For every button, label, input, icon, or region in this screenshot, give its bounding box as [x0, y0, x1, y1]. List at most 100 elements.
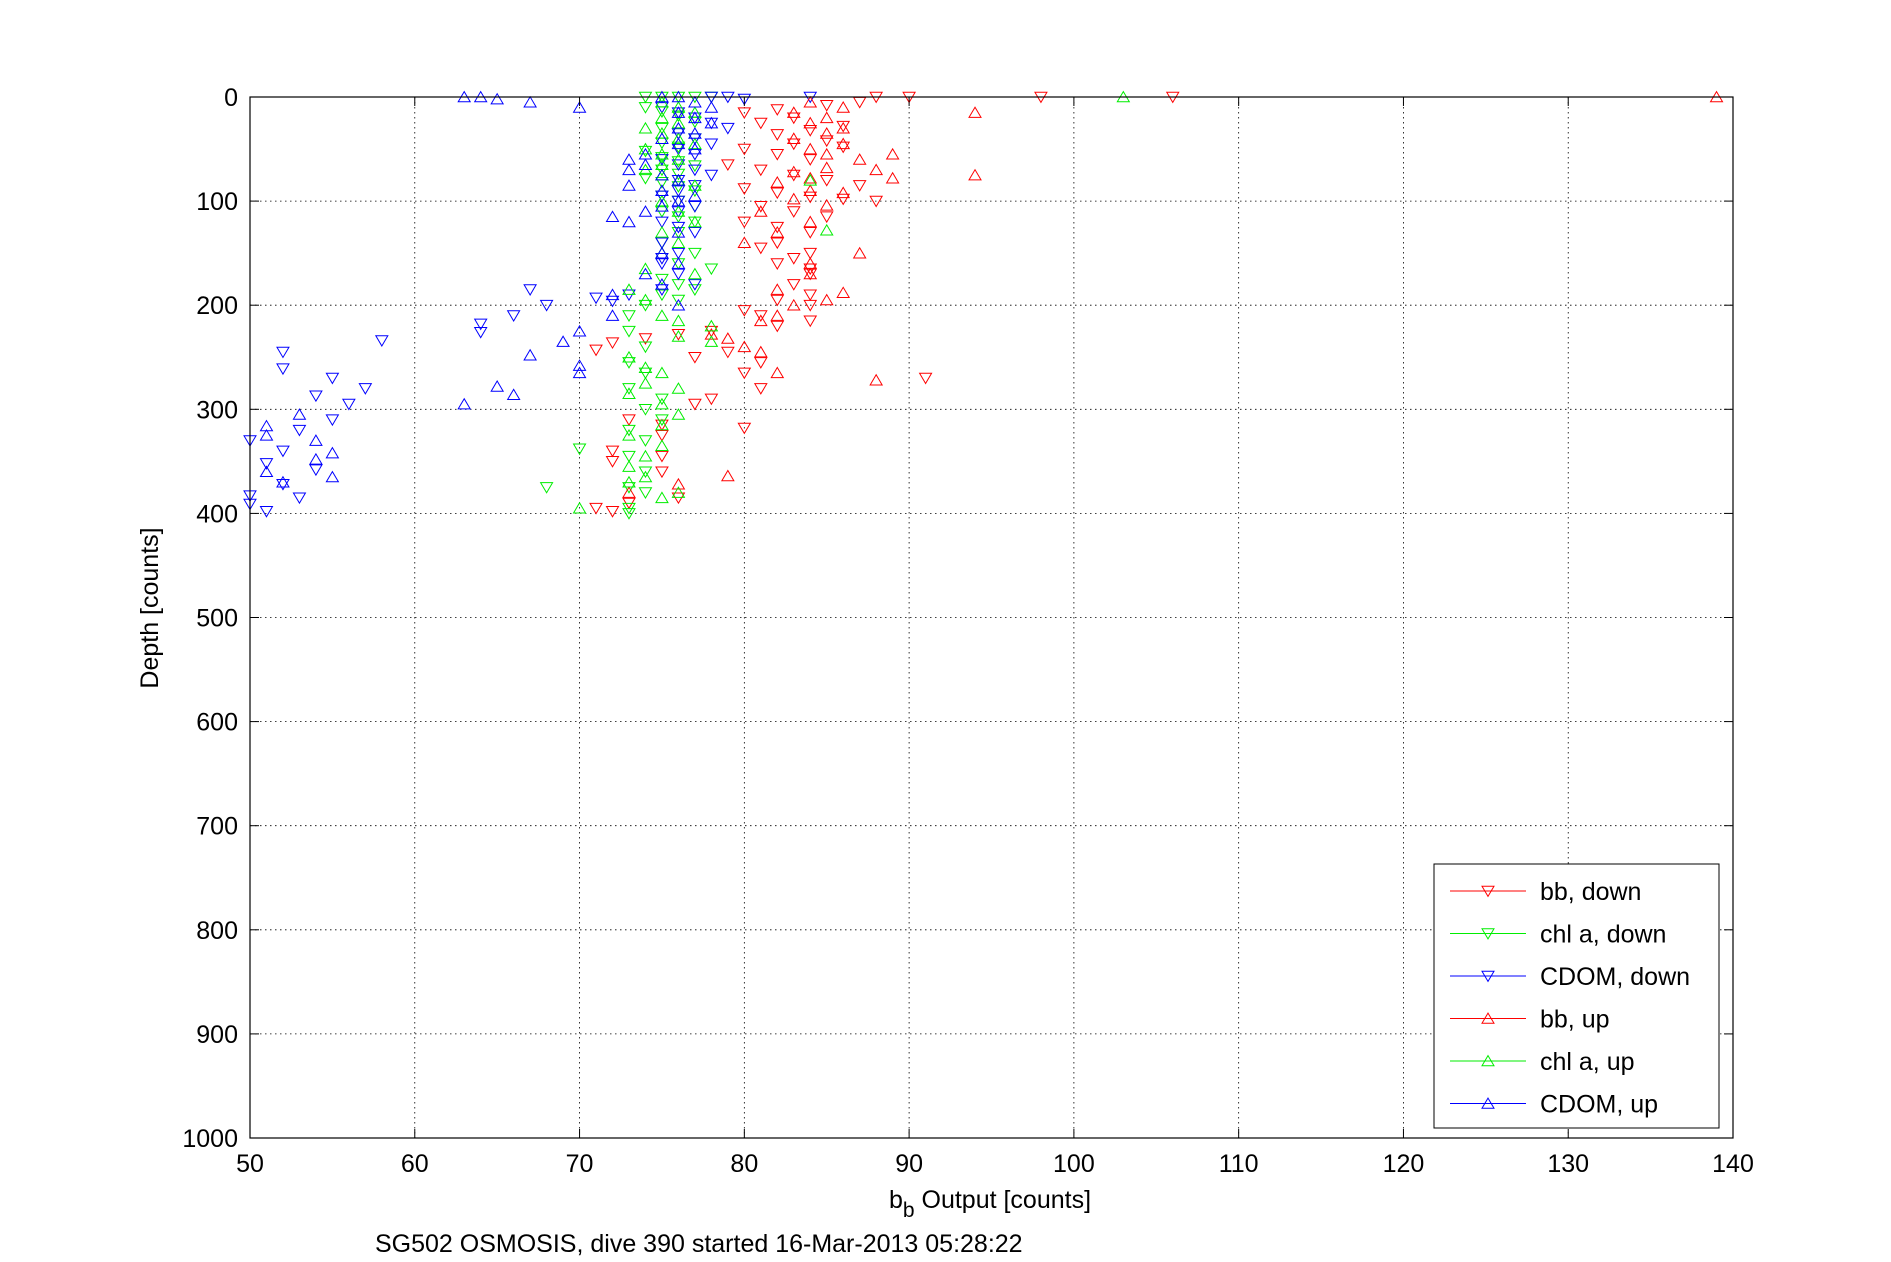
data-point	[819, 161, 834, 174]
legend-label: chl a, down	[1540, 921, 1666, 949]
data-point	[671, 121, 686, 134]
data-point	[259, 506, 274, 518]
data-point	[605, 445, 620, 458]
data-point	[688, 398, 702, 411]
data-point	[671, 294, 686, 307]
data-point	[655, 430, 669, 442]
data-point	[704, 393, 719, 406]
data-point	[786, 132, 801, 144]
data-point	[622, 383, 636, 395]
data-point	[852, 153, 867, 165]
data-point	[688, 201, 702, 213]
data-point	[737, 93, 752, 106]
data-point	[671, 211, 686, 224]
data-point	[655, 273, 669, 286]
data-point	[671, 408, 686, 420]
data-point	[276, 363, 290, 376]
data-point	[770, 187, 785, 200]
data-point	[622, 283, 636, 295]
legend-label: bb, down	[1540, 878, 1641, 906]
data-point	[688, 227, 702, 239]
data-point	[753, 383, 768, 395]
data-point	[655, 152, 669, 164]
data-point	[671, 221, 686, 234]
x-tick-label: 140	[1712, 1150, 1754, 1178]
data-point	[852, 246, 867, 259]
legend-label: CDOM, up	[1540, 1091, 1658, 1119]
data-point	[819, 100, 834, 112]
data-point	[638, 262, 653, 275]
data-point	[704, 138, 719, 151]
data-point	[671, 132, 686, 144]
data-point	[309, 390, 323, 403]
y-tick-label: 900	[196, 1021, 238, 1049]
data-point	[770, 366, 785, 379]
data-point	[325, 414, 340, 427]
data-point	[770, 309, 785, 321]
data-point	[753, 205, 768, 217]
data-point	[671, 257, 686, 269]
data-point	[786, 253, 801, 265]
data-point	[836, 120, 851, 133]
data-point	[572, 359, 587, 371]
y-tick-label: 300	[196, 396, 238, 424]
data-point	[688, 160, 702, 173]
data-point	[523, 95, 537, 108]
data-point	[819, 211, 834, 224]
data-point	[473, 326, 488, 339]
data-point	[720, 332, 735, 344]
data-point	[819, 174, 834, 187]
data-point	[655, 194, 669, 207]
data-point	[671, 236, 686, 249]
data-point	[655, 177, 669, 189]
data-point	[803, 191, 818, 204]
data-point	[720, 346, 735, 359]
data-point	[638, 333, 653, 345]
data-point	[720, 469, 735, 482]
data-point	[655, 246, 669, 259]
data-point	[622, 387, 636, 399]
y-tick-label: 400	[196, 500, 238, 528]
data-point	[786, 138, 801, 151]
data-point	[605, 210, 620, 223]
data-point	[688, 267, 702, 280]
data-point	[655, 397, 669, 410]
data-point	[622, 215, 636, 228]
data-point	[655, 439, 669, 452]
data-point	[688, 127, 702, 139]
data-point	[968, 168, 982, 181]
data-point	[819, 135, 834, 148]
data-point	[688, 95, 702, 108]
data-point	[589, 292, 603, 305]
data-point	[753, 357, 768, 369]
data-point	[836, 286, 851, 299]
data-point	[622, 482, 636, 494]
data-point	[638, 367, 653, 380]
data-point	[704, 335, 719, 347]
data-point	[638, 404, 653, 416]
x-axis-label-rest: Output [counts]	[915, 1186, 1092, 1214]
data-point	[638, 121, 653, 134]
data-point	[655, 466, 669, 479]
data-point	[655, 289, 669, 302]
data-point	[770, 148, 785, 161]
data-point	[490, 92, 505, 105]
data-point	[276, 445, 290, 458]
legend-label: bb, up	[1540, 1006, 1610, 1034]
data-point	[803, 116, 818, 129]
data-point	[671, 128, 686, 140]
y-axis-label: Depth [counts]	[136, 527, 164, 688]
data-point	[803, 267, 818, 280]
data-point	[737, 340, 752, 353]
data-point	[556, 335, 570, 347]
data-point	[655, 199, 669, 212]
legend-marker	[1481, 970, 1495, 983]
data-point	[770, 237, 785, 250]
x-tick-label: 90	[895, 1150, 923, 1178]
y-tick-label: 600	[196, 709, 238, 737]
data-point	[605, 295, 620, 308]
data-point	[770, 258, 785, 270]
data-point	[704, 319, 719, 332]
data-point	[770, 320, 785, 333]
data-point	[688, 284, 702, 296]
